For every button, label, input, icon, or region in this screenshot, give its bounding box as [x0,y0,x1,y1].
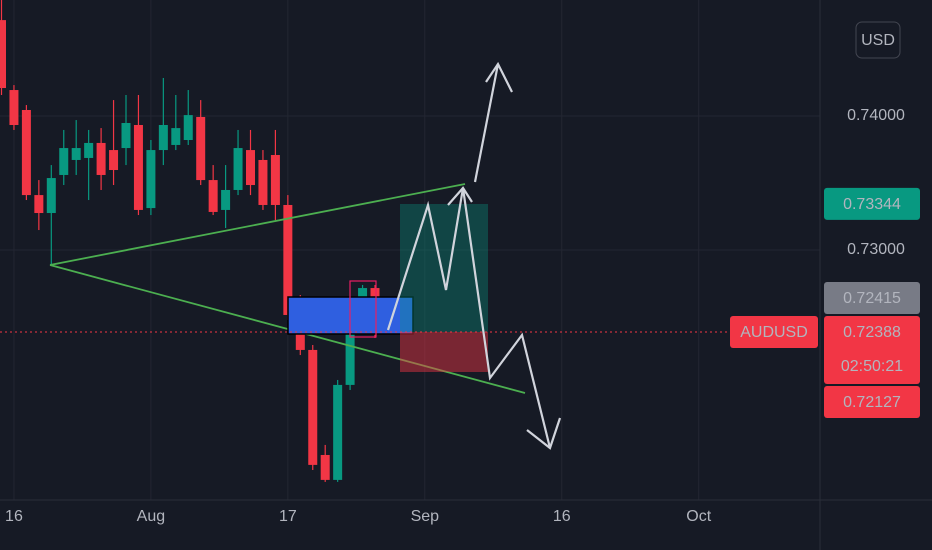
candle-body [59,148,69,175]
candle-body [196,116,206,181]
arrow-head [447,186,473,206]
candle-body [183,115,193,141]
candle-body [308,349,318,465]
price-label: 0.72415 [843,290,901,307]
candle-body [258,159,268,205]
candle-body [158,125,168,151]
candle-body [84,142,94,158]
arrow-head [485,61,513,93]
candle-body [96,142,106,175]
stop-zone [400,332,488,372]
x-tick-label: Oct [686,508,711,525]
symbol-tag [730,315,818,348]
candle-body [109,150,119,171]
price-label: 0.72127 [843,394,901,411]
candle-body [21,109,31,196]
x-tick-label: 17 [279,508,297,525]
currency-button[interactable] [855,21,901,59]
candle-body [0,20,6,89]
candle-body [171,128,181,145]
candle-body [320,454,330,480]
projection-path [473,63,500,183]
candle-body [333,384,343,480]
price-label: 0.72388 [843,324,901,341]
currency-label[interactable]: USD [861,32,895,49]
candle-body [146,150,156,209]
candles [0,0,380,482]
candle-body [121,122,131,149]
candle-body [9,90,19,125]
countdown-label: 02:50:21 [841,358,903,375]
candle-body [283,204,293,315]
trend-line [49,183,466,266]
x-tick-label: 16 [5,508,23,525]
x-tick-label: Aug [137,508,165,525]
candle-body [221,189,231,210]
highlight-box [349,280,377,338]
candle-body [71,148,81,160]
y-tick-label: 0.74000 [847,107,905,124]
symbol-label: AUDUSD [740,324,808,341]
candle-body [133,125,143,210]
candle-body [270,155,280,205]
grid [0,0,820,500]
candle-body [34,195,44,214]
x-tick-label: Sep [411,508,440,525]
candle-body [208,180,218,212]
price-labels: 0.73000 0.74000 16 Aug 17 Sep 16 Oct 0.73344 0.72… [0,107,920,525]
price-label: 0.73344 [843,196,901,213]
arrow-head [526,417,562,450]
candle-body [233,148,243,190]
y-tick-label: 0.73000 [847,241,905,258]
x-tick-label: 16 [553,508,571,525]
candle-body [246,150,255,186]
price-tag [824,281,920,314]
price-tag [824,315,920,384]
price-tag [824,385,920,418]
candle-body [345,310,355,385]
drawings [49,61,562,450]
candle-body [46,178,56,214]
price-tag [824,187,920,220]
